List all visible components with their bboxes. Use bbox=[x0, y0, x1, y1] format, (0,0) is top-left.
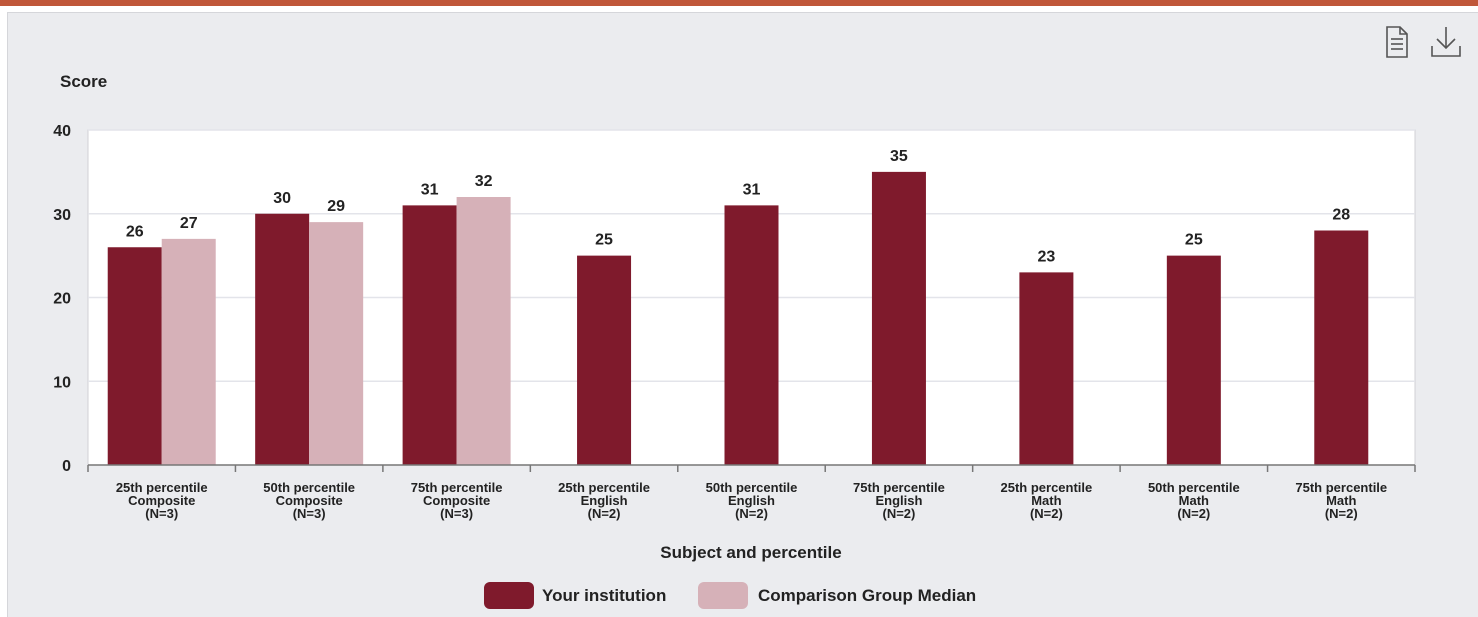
x-category-label: (N=2) bbox=[1030, 506, 1063, 521]
x-category-label: (N=2) bbox=[1325, 506, 1358, 521]
x-category-label: Composite bbox=[128, 493, 195, 508]
y-tick-label: 10 bbox=[53, 374, 71, 391]
bar bbox=[724, 205, 779, 465]
x-category-label: 50th percentile bbox=[706, 480, 798, 495]
x-category-label: 75th percentile bbox=[411, 480, 503, 495]
bar bbox=[402, 205, 457, 465]
legend-label: Your institution bbox=[542, 586, 666, 605]
data-label: 26 bbox=[126, 223, 144, 240]
bar bbox=[577, 255, 632, 465]
data-label: 35 bbox=[890, 148, 908, 165]
y-axis-title: Score bbox=[60, 72, 107, 91]
data-label: 25 bbox=[1185, 232, 1203, 249]
x-category-label: 25th percentile bbox=[116, 480, 208, 495]
legend: Your institution Comparison Group Median bbox=[484, 582, 976, 609]
data-label: 30 bbox=[273, 190, 291, 207]
document-icon[interactable] bbox=[1381, 24, 1413, 60]
bar bbox=[107, 247, 162, 465]
bar bbox=[1166, 255, 1221, 465]
x-category-label: 50th percentile bbox=[1148, 480, 1240, 495]
top-accent-bar bbox=[0, 0, 1478, 6]
data-label: 23 bbox=[1037, 248, 1055, 265]
x-category-label: (N=2) bbox=[883, 506, 916, 521]
x-category-label: English bbox=[728, 493, 775, 508]
x-category-label: English bbox=[875, 493, 922, 508]
x-category-label: Composite bbox=[276, 493, 343, 508]
data-label: 31 bbox=[743, 181, 761, 198]
x-category-label: (N=2) bbox=[735, 506, 768, 521]
x-category-label: 50th percentile bbox=[263, 480, 355, 495]
x-category-label: Math bbox=[1326, 493, 1356, 508]
x-category-label: (N=3) bbox=[293, 506, 326, 521]
x-category-label: Composite bbox=[423, 493, 490, 508]
x-category-label: (N=2) bbox=[588, 506, 621, 521]
x-category-label: 25th percentile bbox=[1001, 480, 1093, 495]
x-category-label: (N=2) bbox=[1177, 506, 1210, 521]
bar bbox=[309, 222, 364, 465]
x-category-label: Math bbox=[1031, 493, 1061, 508]
bar bbox=[255, 213, 310, 465]
bars: 26 27 30 29 31 32 25 31 35 23 25 28 bbox=[107, 148, 1369, 465]
bar bbox=[1019, 272, 1074, 465]
legend-swatch bbox=[698, 582, 748, 609]
bar bbox=[1314, 230, 1369, 465]
y-tick-label: 0 bbox=[62, 458, 71, 475]
x-category-label: 25th percentile bbox=[558, 480, 650, 495]
bar bbox=[871, 171, 926, 465]
download-icon[interactable] bbox=[1428, 24, 1461, 60]
data-label: 29 bbox=[327, 198, 345, 215]
x-category-label: (N=3) bbox=[440, 506, 473, 521]
y-tick-label: 20 bbox=[53, 291, 71, 308]
x-category-label: 75th percentile bbox=[1295, 480, 1387, 495]
y-tick-label: 40 bbox=[53, 123, 71, 140]
data-label: 27 bbox=[180, 215, 198, 232]
y-tick-label: 30 bbox=[53, 207, 71, 224]
legend-label: Comparison Group Median bbox=[758, 586, 976, 605]
data-label: 32 bbox=[475, 173, 493, 190]
data-label: 31 bbox=[421, 181, 439, 198]
x-category-label: (N=3) bbox=[145, 506, 178, 521]
data-label: 28 bbox=[1332, 207, 1350, 224]
x-category-label: 75th percentile bbox=[853, 480, 945, 495]
legend-swatch bbox=[484, 582, 534, 609]
bar bbox=[456, 197, 511, 465]
data-label: 25 bbox=[595, 232, 613, 249]
x-category-label: English bbox=[581, 493, 628, 508]
bar bbox=[161, 238, 216, 465]
x-category-label: Math bbox=[1179, 493, 1209, 508]
x-axis-title: Subject and percentile bbox=[660, 543, 841, 562]
